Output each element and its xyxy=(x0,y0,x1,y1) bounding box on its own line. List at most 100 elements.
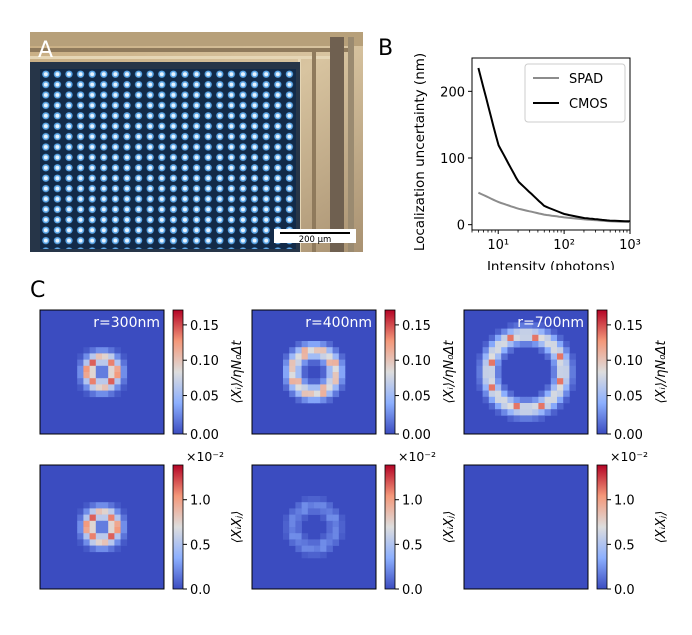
heatmap-cell xyxy=(114,372,121,379)
heatmap-cell xyxy=(108,347,115,354)
heatmap-cell xyxy=(569,365,576,373)
heatmap-cell xyxy=(544,384,552,391)
heatmap-cell xyxy=(120,533,128,540)
heatmap-cell xyxy=(320,545,327,553)
heatmap-cell xyxy=(114,539,121,546)
heatmap-cell xyxy=(120,384,128,391)
heatmap-cell xyxy=(83,508,90,515)
heatmap-cell xyxy=(538,390,545,398)
heatmap-cell xyxy=(83,520,90,528)
heatmap-panel xyxy=(252,310,376,434)
heatmap-cell xyxy=(563,365,570,373)
heatmap-cell xyxy=(283,514,290,522)
heatmap-cell xyxy=(488,347,496,354)
heatmap-cell xyxy=(332,372,340,379)
heatmap-cell xyxy=(83,378,90,385)
heatmap-cell xyxy=(108,514,115,522)
heatmap-cell xyxy=(289,359,296,367)
heatmap-title: r=300nm xyxy=(93,315,160,331)
heatmap-cell xyxy=(314,502,321,509)
heatmap-cell xyxy=(295,359,302,367)
heatmap-cell xyxy=(89,539,97,546)
plot-frame xyxy=(471,57,631,231)
heatmap-cell xyxy=(120,539,128,546)
heatmap-cell xyxy=(326,347,333,354)
heatmap-cell xyxy=(557,353,564,360)
heatmap-cell xyxy=(326,545,333,553)
heatmap-cell xyxy=(338,527,346,534)
heatmap-cell xyxy=(538,341,545,348)
heatmap-cell xyxy=(314,341,321,348)
colorbar-tick-label: 0.0 xyxy=(614,583,635,598)
heatmap-cell xyxy=(320,502,327,509)
heatmap-cell xyxy=(95,514,103,522)
heatmap-cell xyxy=(77,514,84,522)
x-tick-label: 10² xyxy=(553,238,575,253)
colorbar-tick-label: 0.00 xyxy=(614,428,643,443)
heatmap-cell xyxy=(295,384,302,391)
x-axis-label: Intensity (photons) xyxy=(487,259,615,270)
heatmap-cell xyxy=(89,359,97,367)
panel-b-letter: B xyxy=(378,36,394,61)
heatmap-cell xyxy=(557,390,564,398)
heatmap-cell xyxy=(569,384,576,391)
heatmap-cell xyxy=(307,353,315,360)
heatmap-cell xyxy=(513,409,521,416)
heatmap-cell xyxy=(495,403,502,410)
heatmap-cell xyxy=(301,390,309,398)
heatmap-cell xyxy=(89,365,97,373)
colorbar-tick-label: 0.5 xyxy=(402,538,423,553)
heatmap-cell xyxy=(338,514,346,522)
heatmap-cell xyxy=(532,328,539,336)
heatmap-cell xyxy=(108,508,115,515)
heatmap-cell xyxy=(295,390,302,398)
heatmap-cell xyxy=(102,539,109,546)
heatmap-cell xyxy=(550,409,558,416)
colorbar-multiplier: ×10⁻² xyxy=(610,449,648,464)
heatmap-cell xyxy=(120,508,128,515)
heatmap-cell xyxy=(102,502,109,509)
heatmap-cell xyxy=(102,365,109,373)
heatmap-cell xyxy=(120,353,128,360)
heatmap-cell xyxy=(314,353,321,360)
heatmap-cell xyxy=(332,353,340,360)
colorbar-label: ⟨XᵢXⱼ⟩ xyxy=(442,511,457,544)
x-tick-label: 10³ xyxy=(619,238,641,253)
heatmap-cell xyxy=(295,396,302,404)
heatmap-cell xyxy=(495,396,502,404)
heatmap-cell xyxy=(314,378,321,385)
heatmap-cell xyxy=(532,322,539,329)
colorbar-tick-label: 0.0 xyxy=(402,583,423,598)
heatmap-cell xyxy=(283,533,290,540)
heatmap-cell xyxy=(295,539,302,546)
heatmap-cell xyxy=(326,514,333,522)
heatmap-cell xyxy=(295,527,302,534)
heatmap-cell xyxy=(283,359,290,367)
heatmap-cell xyxy=(544,334,552,342)
heatmap-cell xyxy=(569,378,576,385)
heatmap-cell xyxy=(338,372,346,379)
heatmap-cell xyxy=(77,372,84,379)
heatmap-cell xyxy=(538,403,545,410)
heatmap-cell xyxy=(289,390,296,398)
heatmap-cell xyxy=(89,378,97,385)
heatmap-cell xyxy=(332,533,340,540)
heatmap-cell xyxy=(301,539,309,546)
heatmap-cell xyxy=(563,353,570,360)
heatmap-cell xyxy=(95,520,103,528)
heatmap-cell xyxy=(488,396,496,404)
heatmap-cell xyxy=(89,514,97,522)
heatmap-cell xyxy=(482,341,490,348)
heatmap-cell xyxy=(95,347,103,354)
heatmap-cell xyxy=(569,359,576,367)
heatmap-frame xyxy=(39,464,165,590)
heatmap-cell xyxy=(332,384,340,391)
heatmap-cell xyxy=(557,341,564,348)
heatmap-cell xyxy=(488,353,496,360)
heatmap-cell xyxy=(338,533,346,540)
heatmap-cell xyxy=(301,372,309,379)
heatmap-cell xyxy=(295,341,302,348)
heatmap-cell xyxy=(114,365,121,373)
heatmap-cell xyxy=(77,508,84,515)
heatmap-cell xyxy=(519,409,527,416)
